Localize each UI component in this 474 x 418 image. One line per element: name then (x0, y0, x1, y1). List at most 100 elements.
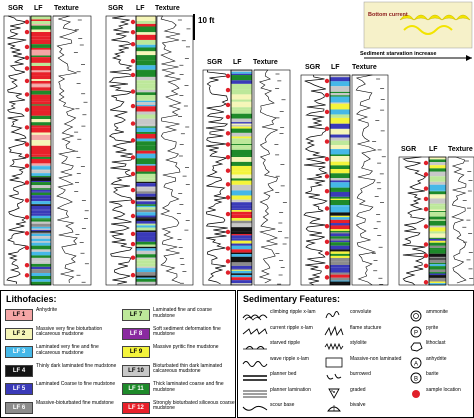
lithofacies-band (231, 75, 252, 81)
lithofacies-band (31, 101, 51, 105)
lithofacies-band (31, 29, 51, 33)
sedimentary-feature-label: planner bed (270, 371, 297, 377)
sample-location-dot (423, 186, 429, 191)
lithofacies-band (31, 241, 51, 243)
lithofacies-band (136, 165, 156, 172)
lithofacies-code: LF 1 (5, 309, 33, 321)
lithofacies-band (429, 191, 446, 195)
lithofacies-band (31, 188, 51, 190)
lithofacies-band (136, 88, 156, 90)
lithofacies-band (429, 262, 446, 265)
lithofacies-item: LF 2 Massive very fine bioturbation calca… (5, 326, 120, 344)
lithofacies-band (31, 255, 51, 258)
lithofacies-desc: Laminated fine and coarse mudstone (153, 307, 212, 319)
lithofacies-band (429, 249, 446, 254)
lithofacies-band (330, 103, 350, 110)
lithofacies-desc: Thick laminated coarse and fine mudstone (153, 381, 224, 393)
lithofacies-band (31, 80, 51, 84)
lithofacies-band (231, 245, 252, 250)
lithofacies-band (136, 187, 156, 192)
sample-location-dot (24, 55, 30, 60)
lf-header-4: LF (331, 64, 340, 71)
lithofacies-band (136, 126, 156, 128)
texture-header-5: Texture (448, 146, 473, 153)
bottom-current-label: Bottom current (368, 12, 408, 18)
lithofacies-band (330, 238, 350, 241)
sample-location-dot (324, 251, 330, 256)
burrowed-icon (326, 373, 342, 380)
lithofacies-band (429, 157, 446, 160)
lithofacies-code: LF 2 (5, 327, 33, 340)
stylolite-icon (324, 342, 344, 351)
lithofacies-band (429, 212, 446, 217)
lithofacies-band (31, 62, 51, 67)
lithofacies-band (231, 235, 252, 239)
lithofacies-band (330, 225, 350, 230)
lithofacies-band (136, 207, 156, 210)
lithofacies-band (330, 245, 350, 250)
sample-location-dot (324, 206, 330, 211)
lithofacies-band (231, 80, 252, 84)
lithofacies-band (231, 174, 252, 179)
lithofacies-band (31, 261, 51, 264)
lithofacies-band (231, 195, 252, 200)
lithofacies-band (31, 99, 51, 102)
lithofacies-band (31, 249, 51, 252)
lithofacies-band (31, 44, 51, 48)
lithofacies-band (31, 229, 51, 232)
sample-location-dot (423, 224, 429, 229)
lithofacies-band (231, 94, 252, 100)
lithofacies-band (231, 269, 252, 271)
lithofacies-band (136, 39, 156, 45)
lithofacies-band (31, 72, 51, 76)
lf-header-5: LF (429, 146, 438, 153)
sample-location-dot (324, 156, 330, 162)
lithofacies-band (136, 141, 156, 146)
sample-location-dot (225, 73, 231, 79)
sedimentary-title: Sedimentary Features: (243, 294, 341, 304)
lithofacies-band (231, 147, 252, 150)
lithofacies-band (429, 259, 446, 263)
lithofacies-band (231, 70, 252, 72)
lithofacies-band (429, 275, 446, 278)
texture-header-2: Texture (155, 5, 180, 12)
lithofacies-band (231, 155, 252, 157)
lithofacies-band (136, 215, 156, 218)
lithofacies-band (31, 163, 51, 166)
lithofacies-band (330, 93, 350, 96)
sample-location-dot (225, 102, 231, 108)
sample-location-dot (24, 125, 30, 130)
lithofacies-band (136, 260, 156, 264)
lithofacies-band (31, 39, 51, 45)
lithofacies-band (330, 191, 350, 197)
lithofacies-band (330, 264, 350, 268)
lithofacies-band (330, 274, 350, 278)
lithofacies-band (136, 269, 156, 273)
lithofacies-band (31, 210, 51, 214)
sample-location-dot (423, 207, 429, 212)
lithofacies-band (136, 220, 156, 224)
sample-location-dot (324, 109, 330, 115)
lithofacies-band (429, 216, 446, 220)
lithofacies-band (31, 276, 51, 280)
planar-lamination-icon (243, 390, 267, 397)
lithofacies-band (31, 25, 51, 30)
lithofacies-desc: Soft sediment deformation fine mudstone (153, 325, 221, 338)
lithofacies-band (429, 264, 446, 267)
lithofacies-band (31, 122, 51, 126)
lithofacies-band (429, 245, 446, 248)
sample-location-dot (324, 239, 330, 244)
lithofacies-band (429, 211, 446, 213)
lithofacies-band (136, 232, 156, 237)
lithofacies-band (429, 196, 446, 199)
lithofacies-title: Lithofacies: (6, 294, 57, 304)
lithofacies-band (429, 190, 446, 192)
inset-panel (363, 1, 473, 49)
lithofacies-band (31, 156, 51, 159)
lithofacies-band (136, 70, 156, 77)
sample-location-dot (130, 72, 136, 78)
lithofacies-item: LF 8 Soft sediment deformation fine mudst… (122, 326, 237, 344)
lithofacies-band (429, 168, 446, 172)
sgr-curve (6, 15, 28, 285)
lithofacies-band (31, 233, 51, 237)
